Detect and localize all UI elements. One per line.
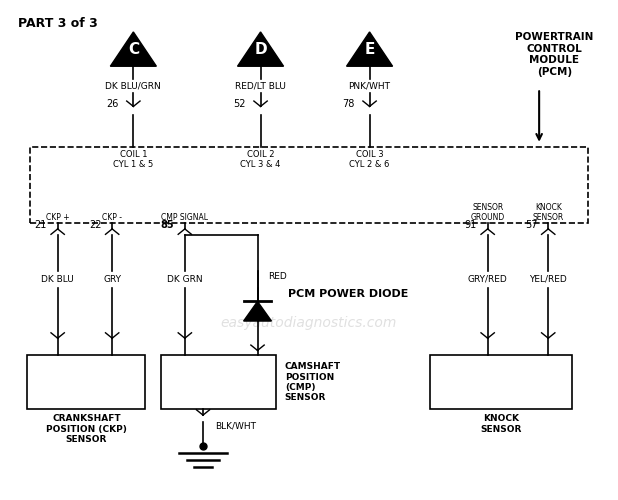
Polygon shape: [111, 32, 156, 66]
Bar: [430, 356, 572, 409]
Text: BLK/WHT: BLK/WHT: [215, 422, 256, 431]
Text: PART 3 of 3: PART 3 of 3: [19, 17, 98, 30]
Text: CMP SIGNAL: CMP SIGNAL: [161, 213, 208, 222]
Text: COIL 3
CYL 2 & 6: COIL 3 CYL 2 & 6: [349, 150, 390, 169]
Text: E: E: [365, 42, 375, 56]
Polygon shape: [237, 32, 284, 66]
Text: 26: 26: [106, 100, 118, 110]
Bar: [30, 147, 588, 223]
Text: 85: 85: [160, 220, 174, 230]
Text: 78: 78: [342, 100, 355, 110]
Text: DK BLU/GRN: DK BLU/GRN: [106, 82, 161, 90]
Text: 57: 57: [525, 220, 537, 230]
Text: POWERTRAIN
CONTROL
MODULE
(PCM): POWERTRAIN CONTROL MODULE (PCM): [515, 32, 594, 77]
Text: CAMSHAFT
POSITION
(CMP)
SENSOR: CAMSHAFT POSITION (CMP) SENSOR: [285, 362, 341, 403]
Polygon shape: [243, 302, 271, 321]
Bar: [27, 356, 145, 409]
Bar: [161, 356, 276, 409]
Text: PCM POWER DIODE: PCM POWER DIODE: [288, 289, 408, 299]
Text: D: D: [254, 42, 267, 56]
Text: C: C: [128, 42, 139, 56]
Text: 91: 91: [465, 220, 476, 230]
Text: 22: 22: [89, 220, 101, 230]
Text: COIL 1
CYL 1 & 5: COIL 1 CYL 1 & 5: [113, 150, 153, 169]
Text: RED: RED: [268, 272, 287, 281]
Text: CKP -: CKP -: [102, 213, 122, 222]
Text: DK GRN: DK GRN: [167, 275, 203, 284]
Text: KNOCK
SENSOR: KNOCK SENSOR: [533, 202, 564, 222]
Text: PNK/WHT: PNK/WHT: [349, 82, 391, 90]
Text: GRY/RED: GRY/RED: [468, 275, 507, 284]
Text: 52: 52: [233, 100, 245, 110]
Text: easyautodiagnostics.com: easyautodiagnostics.com: [221, 316, 397, 330]
Text: YEL/RED: YEL/RED: [530, 275, 567, 284]
Text: CKP +: CKP +: [46, 213, 69, 222]
Text: RED/LT BLU: RED/LT BLU: [235, 82, 286, 90]
Text: DK BLU: DK BLU: [41, 275, 74, 284]
Text: 21: 21: [35, 220, 47, 230]
Polygon shape: [347, 32, 392, 66]
Text: COIL 2
CYL 3 & 4: COIL 2 CYL 3 & 4: [240, 150, 281, 169]
Text: SENSOR
GROUND: SENSOR GROUND: [470, 202, 505, 222]
Text: KNOCK
SENSOR: KNOCK SENSOR: [481, 414, 522, 434]
Text: CRANKSHAFT
POSITION (CKP)
SENSOR: CRANKSHAFT POSITION (CKP) SENSOR: [46, 414, 127, 444]
Text: GRY: GRY: [103, 275, 121, 284]
